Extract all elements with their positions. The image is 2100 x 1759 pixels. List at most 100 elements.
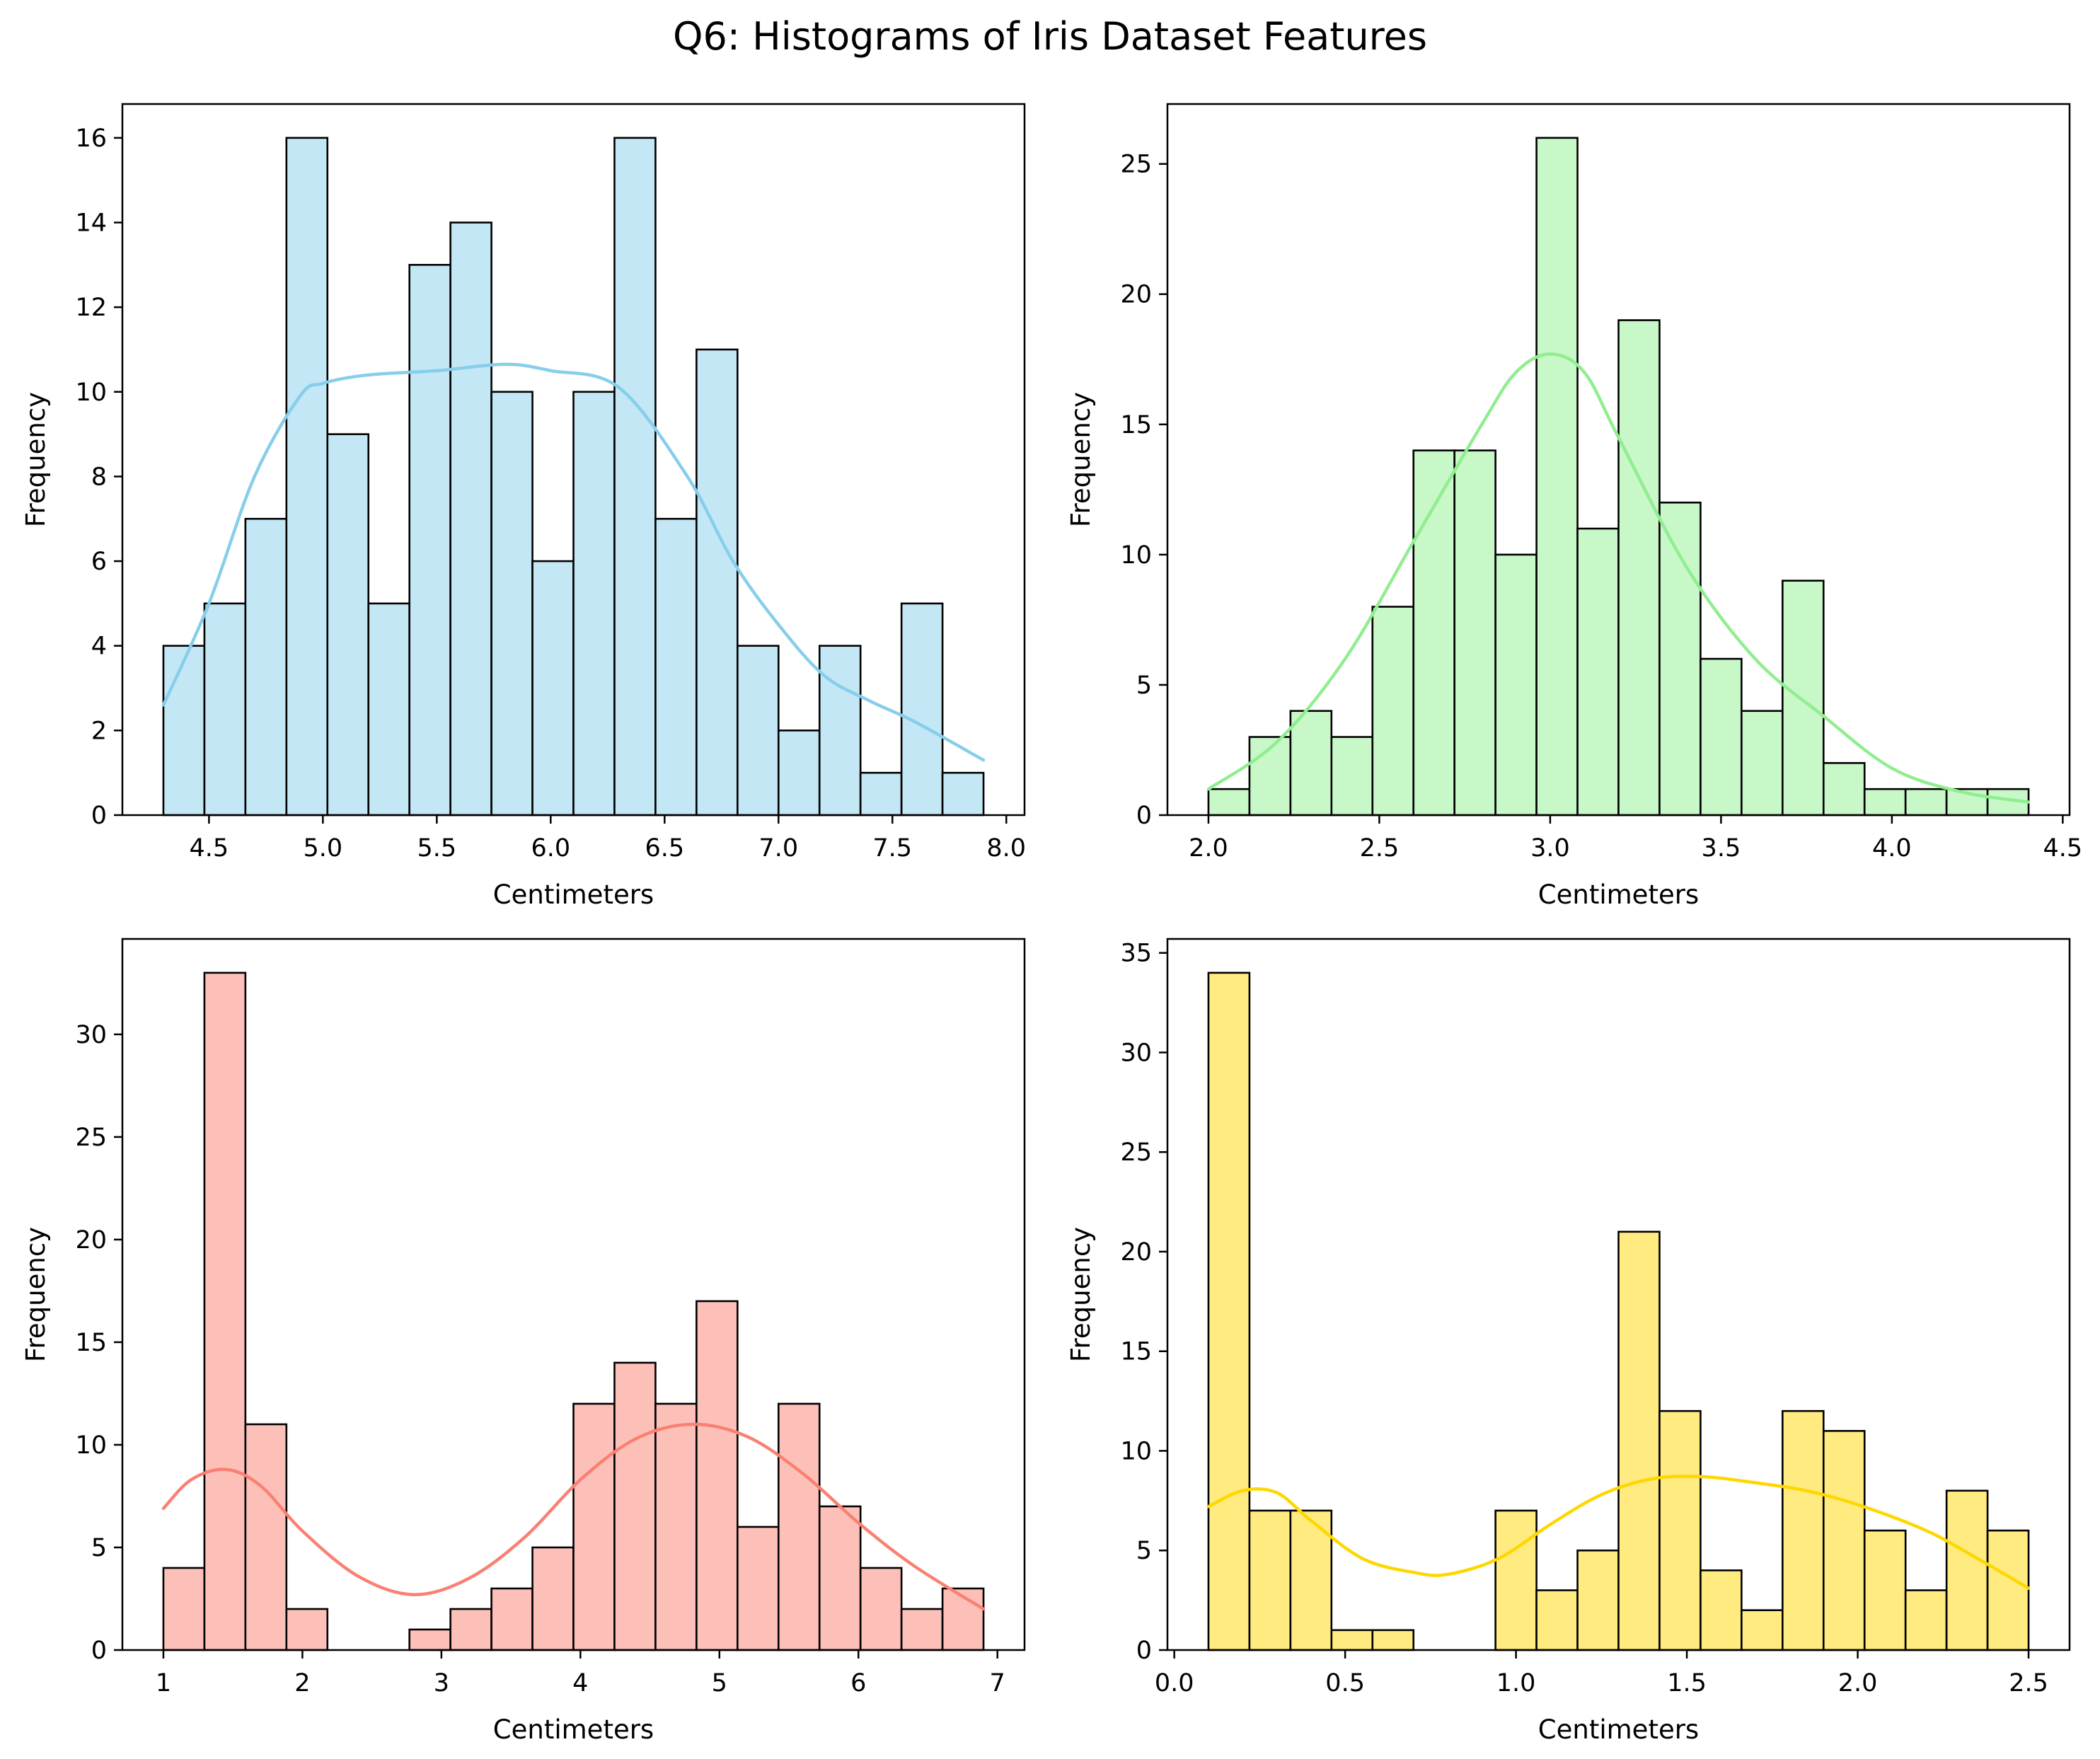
x-tick-label: 4.5 — [190, 834, 229, 863]
x-tick-label: 4.0 — [1872, 834, 1912, 863]
x-tick-label: 6 — [850, 1669, 866, 1697]
x-axis-label: Centimeters — [1538, 880, 1699, 910]
y-tick-label: 10 — [1120, 1437, 1152, 1465]
x-tick-label: 3.5 — [1702, 834, 1741, 863]
histogram-bar — [696, 348, 739, 817]
y-tick-label: 0 — [1136, 1637, 1152, 1665]
histogram-bar — [1248, 1509, 1292, 1651]
histogram-bar — [818, 645, 862, 817]
histogram-panels: 4.5 5.0 5.5 6.0 6.5 7.0 7.5 8.00246810121416Cen… — [21, 103, 2082, 1745]
histogram-bar — [449, 1608, 492, 1651]
histogram-bars — [162, 137, 985, 817]
y-tick-label: 20 — [1120, 1238, 1152, 1267]
histogram-bar — [490, 391, 533, 817]
y-tick-label: 5 — [91, 1534, 107, 1562]
y-tick-label: 4 — [91, 633, 107, 661]
histogram-bar — [1453, 449, 1496, 817]
x-tick-label: 1.0 — [1496, 1669, 1536, 1697]
y-axis-ticks: 0 5 10 15 20 25 30 35 — [1120, 940, 1167, 1665]
y-tick-label: 30 — [1120, 1039, 1152, 1067]
kde-curve — [161, 1422, 986, 1611]
histogram-bar — [1822, 1430, 1866, 1651]
x-tick-label: 3.0 — [1530, 834, 1570, 863]
histogram-bar — [1782, 579, 1825, 817]
y-tick-label: 10 — [75, 379, 107, 407]
histogram-bar — [818, 1505, 862, 1651]
histogram-bar — [162, 645, 206, 817]
histogram-bar — [941, 771, 985, 817]
kde-curve — [1206, 1475, 2031, 1590]
histogram-bar — [203, 971, 247, 1651]
y-tick-label: 10 — [1120, 541, 1152, 570]
histogram-bar — [1330, 736, 1374, 817]
histogram-bar — [1289, 710, 1333, 817]
y-tick-label: 15 — [75, 1329, 107, 1357]
x-axis-ticks: 4.5 5.0 5.5 6.0 6.5 7.0 7.5 8.0 — [190, 815, 1026, 863]
x-tick-label: 0.0 — [1155, 1669, 1194, 1697]
histogram-bar — [1535, 1589, 1579, 1651]
y-tick-label: 10 — [75, 1431, 107, 1460]
x-tick-label: 2.5 — [2009, 1669, 2048, 1697]
y-tick-label: 6 — [91, 548, 107, 576]
y-tick-label: 14 — [75, 209, 107, 238]
y-tick-label: 20 — [1120, 281, 1152, 309]
histogram-bar — [1741, 710, 1784, 817]
y-axis-label: Frequency — [21, 1227, 51, 1362]
panel-1: 4.5 5.0 5.5 6.0 6.5 7.0 7.5 8.0 0 2 4 6 8 10 12 14 16 Cen… — [21, 103, 1026, 910]
x-axis-label: Centimeters — [493, 880, 654, 910]
histogram-bar — [285, 137, 329, 817]
y-tick-label: 2 — [91, 717, 107, 745]
histogram-bar — [203, 602, 247, 817]
histogram-bar — [1617, 1230, 1661, 1651]
y-tick-label: 5 — [1136, 1537, 1152, 1565]
histogram-bar — [1576, 1549, 1620, 1651]
y-tick-label: 0 — [91, 802, 107, 830]
histogram-bar — [285, 1608, 329, 1651]
x-tick-label: 0.5 — [1325, 1669, 1365, 1697]
histogram-bar — [900, 1608, 944, 1651]
y-tick-label: 20 — [75, 1226, 107, 1255]
y-tick-label: 25 — [1120, 1138, 1152, 1167]
y-tick-label: 15 — [1120, 1338, 1152, 1366]
x-tick-label: 4 — [572, 1669, 588, 1697]
x-tick-label: 5.0 — [303, 834, 342, 863]
histogram-bar — [572, 391, 616, 817]
histogram-bar — [408, 1628, 451, 1651]
x-tick-label: 1 — [156, 1669, 171, 1697]
x-tick-label: 6.0 — [531, 834, 570, 863]
x-tick-label: 5 — [712, 1669, 727, 1697]
x-tick-label: 2.0 — [1838, 1669, 1878, 1697]
histogram-bar — [1658, 1409, 1702, 1651]
axes-frame — [1166, 938, 2071, 1651]
histogram-bar — [777, 729, 821, 817]
histogram-bar — [531, 1546, 575, 1651]
histogram-bar — [326, 433, 370, 817]
x-tick-label: 3 — [434, 1669, 449, 1697]
x-tick-label: 7.5 — [872, 834, 912, 863]
histogram-bar — [737, 645, 780, 817]
kde-curve — [161, 362, 986, 762]
x-axis-ticks: 1 2 3 4 5 6 7 — [156, 1650, 1005, 1697]
histogram-bar — [900, 602, 944, 817]
histogram-bar — [1863, 1529, 1907, 1651]
histogram-bar — [613, 1361, 657, 1651]
y-axis-label: Frequency — [1066, 392, 1096, 527]
histogram-bars — [162, 971, 985, 1651]
histogram-bar — [859, 1567, 903, 1651]
histogram-bar — [1371, 606, 1415, 817]
histogram-bar — [1700, 1569, 1743, 1651]
histogram-bar — [654, 1402, 698, 1651]
kde-curve — [1206, 352, 2031, 804]
x-axis-label: Centimeters — [1538, 1714, 1699, 1745]
histogram-bar — [1700, 657, 1743, 817]
x-axis-ticks: 2.0 2.5 3.0 3.5 4.0 4.5 — [1189, 815, 2082, 863]
histogram-bar — [1207, 971, 1251, 1651]
axes-frame — [1166, 103, 2071, 817]
y-axis-ticks: 0 5 10 15 20 25 30 — [75, 1021, 122, 1665]
y-axis-label: Frequency — [21, 392, 51, 527]
histogram-bar — [1945, 1489, 1989, 1651]
panel-4: 0.0 0.5 1.0 1.5 2.0 2.5 0 5 10 15 20 25 30 35 Centimet… — [1066, 938, 2071, 1745]
histogram-bar — [244, 1423, 288, 1651]
histogram-bar — [737, 1526, 780, 1651]
